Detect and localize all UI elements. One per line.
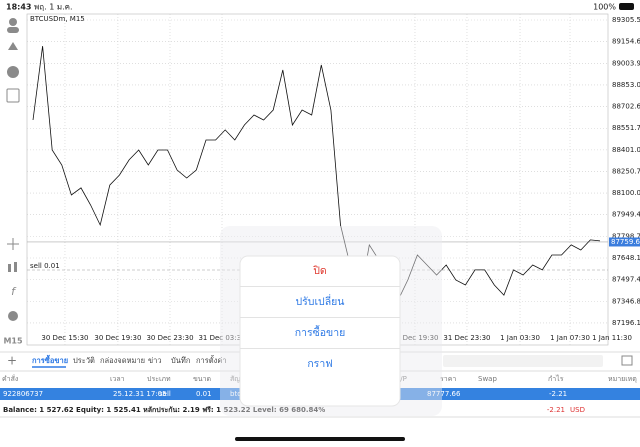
action-item[interactable]: การซื้อขาย (295, 325, 346, 339)
column-header: หมายเหตุ (608, 375, 637, 383)
x-tick-label: 30 Dec 19:30 (94, 334, 141, 342)
status-date: พฤ. 1 ม.ค. (34, 3, 73, 12)
column-header: กำไร (548, 374, 564, 383)
x-tick-label: 1 Jan 11:30 (592, 334, 632, 342)
y-tick-label: 89305.55 (612, 16, 640, 24)
candles-icon[interactable] (8, 264, 11, 272)
objects-icon[interactable] (8, 311, 18, 321)
y-tick-label: 87196.15 (612, 319, 640, 327)
x-tick-label: 1 Jan 03:30 (500, 334, 540, 342)
column-header: ราคา (440, 375, 456, 383)
column-header: Swap (478, 375, 497, 383)
x-tick-label: 1 Jan 07:30 (550, 334, 590, 342)
timeframe[interactable]: M15 (3, 337, 23, 346)
table-cell: sell (159, 390, 171, 398)
tab[interactable]: ข่าว (148, 356, 162, 365)
y-tick-label: 88250.70 (612, 167, 640, 175)
account-icon[interactable] (9, 18, 17, 26)
trade-icon[interactable] (8, 42, 18, 50)
table-cell: 87777.66 (427, 390, 461, 398)
price-tag-label: 87759.66 (611, 238, 640, 246)
action-sheet (239, 255, 401, 407)
action-item[interactable]: กราฟ (307, 358, 332, 370)
x-tick-label: 31 Dec 03:30 (198, 334, 245, 342)
column-header: เวลา (110, 375, 125, 383)
y-tick-label: 87648.10 (612, 254, 640, 262)
price-tag (609, 237, 640, 247)
indicator-icon[interactable]: f (11, 285, 17, 298)
tab[interactable]: การตั้งค่า (196, 355, 227, 365)
y-tick-label: 88401.05 (612, 146, 640, 154)
crosshair-icon[interactable] (7, 238, 19, 250)
chat-icon[interactable] (7, 66, 19, 78)
action-item[interactable]: ปิด (313, 265, 327, 277)
battery-text: 100% (593, 3, 616, 12)
tab[interactable]: กล่องจดหมาย (100, 356, 145, 365)
account-icon-body (7, 27, 19, 33)
y-tick-label: 87949.40 (612, 211, 640, 219)
column-header: คำสั่ง (2, 374, 18, 383)
table-cell: 25.12.31 17:05 (113, 390, 167, 398)
status-time: 18:43 (6, 3, 31, 12)
y-tick-label: 88100.05 (612, 189, 640, 197)
total-profit: -2.21 (547, 406, 565, 414)
symbol-label: BTCUSDm, M15 (30, 15, 85, 23)
y-tick-label: 87497.45 (612, 276, 640, 284)
chart-area: 89305.55 89154.60 89003.95 88853.00 88702.65… (26, 13, 640, 346)
column-header: ขนาด (193, 375, 211, 383)
y-tick-label: 88551.70 (612, 124, 640, 132)
column-header: T/P (395, 375, 407, 383)
tab[interactable]: บันทึก (171, 356, 190, 365)
table-cell: 0.01 (196, 390, 212, 398)
table-cell: -2.21 (549, 390, 567, 398)
order-label: sell 0.01 (30, 262, 60, 270)
price-line-series (32, 46, 601, 301)
y-tick-label: 87798.75 (612, 232, 640, 240)
layout-icon[interactable] (621, 355, 633, 366)
x-tick-label: 31 Dec 19:30 (391, 334, 438, 342)
column-header: ประเภท (147, 375, 171, 383)
y-tick-label: 88853.00 (612, 81, 640, 89)
add-button[interactable]: + (7, 354, 17, 368)
battery-icon (619, 3, 634, 10)
search-field[interactable] (443, 355, 603, 367)
action-item[interactable]: ปรับเปลี่ยน (296, 294, 345, 308)
tab-bar: การซื้อขาย ประวัติ กล่องจดหมาย ข่าว บันทึก กา… (32, 354, 227, 368)
y-tick-label: 87346.80 (612, 297, 640, 305)
tab[interactable]: ประวัติ (73, 356, 95, 365)
balance-text: Balance: 1 527.62 Equity: 1 525.41 หลักป… (3, 406, 325, 414)
currency: USD (570, 406, 585, 414)
y-tick-label: 89154.60 (612, 38, 640, 46)
home-indicator (235, 437, 405, 441)
candles-icon-b (14, 262, 17, 272)
y-tick-label: 89003.95 (612, 59, 640, 67)
x-tick-label: 31 Dec 23:30 (443, 334, 490, 342)
new-doc-icon[interactable] (6, 88, 20, 103)
left-toolbar: f (6, 18, 20, 321)
y-tick-label: 88702.65 (612, 103, 640, 111)
x-tick-label: 30 Dec 15:30 (41, 334, 88, 342)
tab[interactable]: การซื้อขาย (32, 354, 68, 365)
table-cell: 922806737 (3, 390, 43, 398)
x-tick-label: 30 Dec 23:30 (146, 334, 193, 342)
